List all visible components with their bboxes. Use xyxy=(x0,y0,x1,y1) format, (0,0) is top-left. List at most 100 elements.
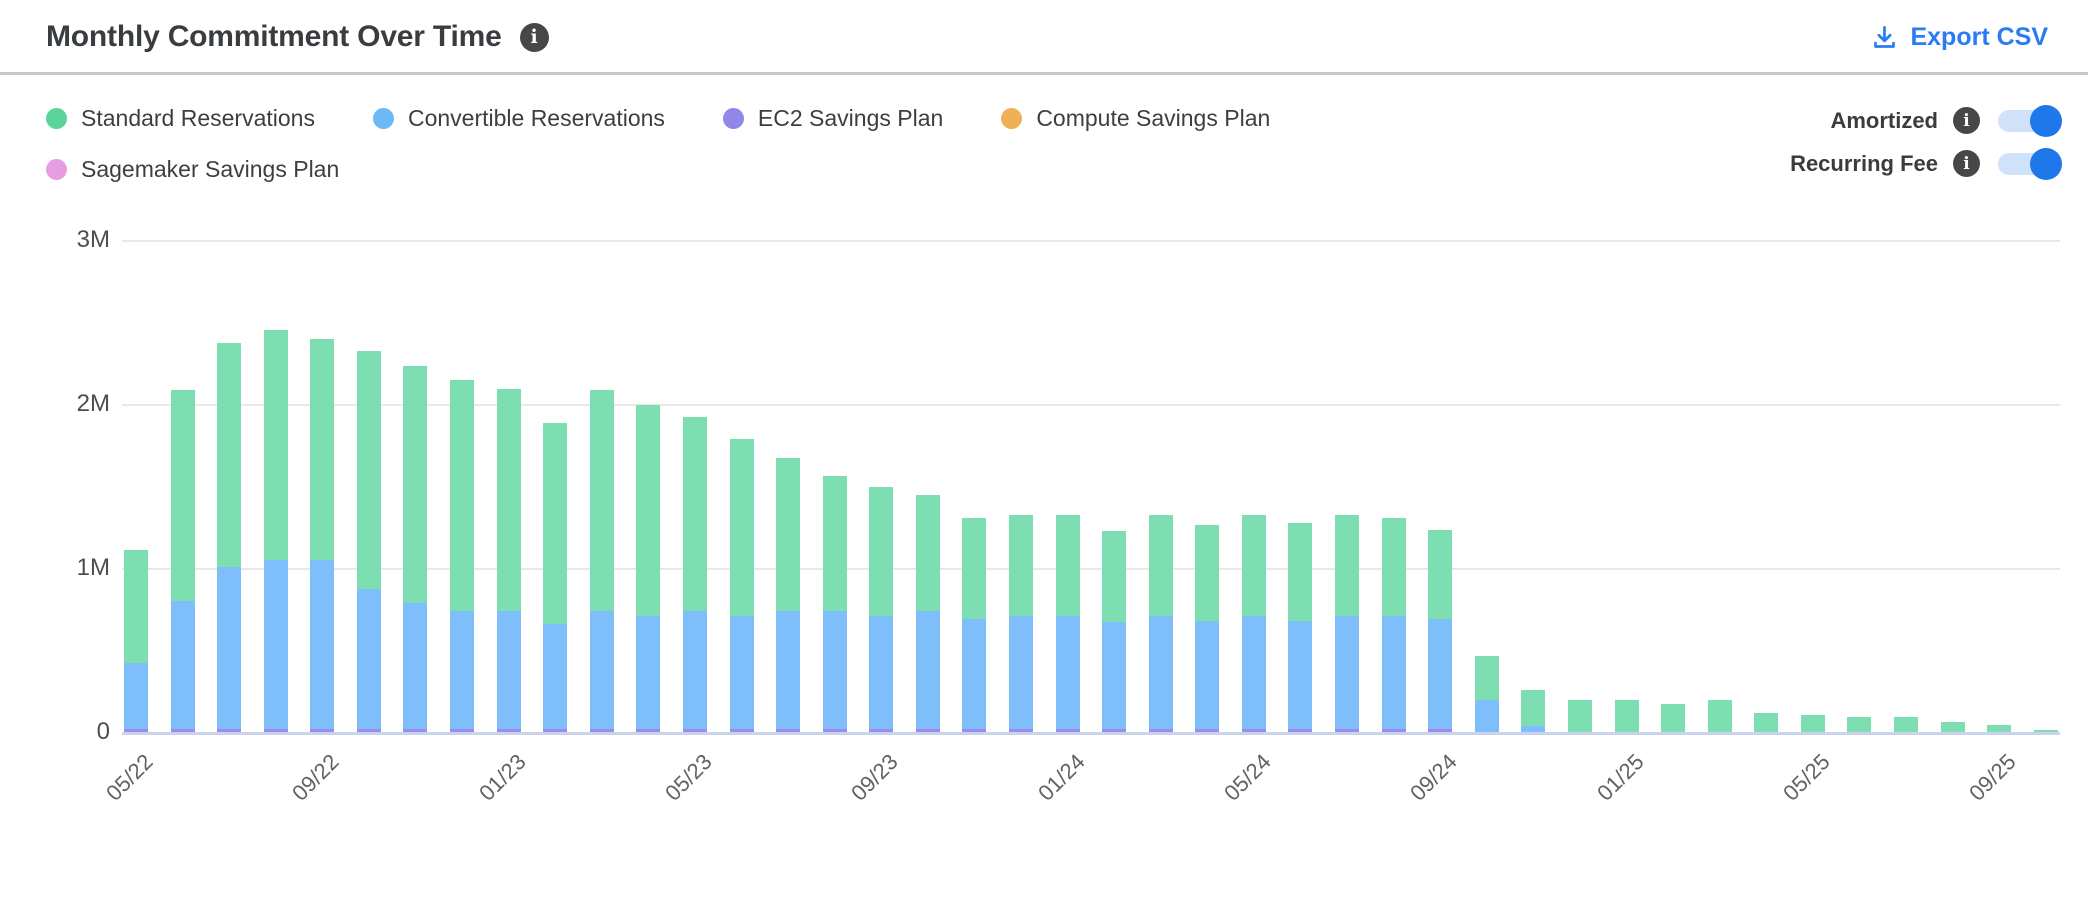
export-csv-button[interactable]: Export CSV xyxy=(1871,23,2048,52)
segment-standard-reservations[interactable] xyxy=(1288,523,1313,621)
segment-convertible-reservations[interactable] xyxy=(636,615,661,729)
bar-07/23[interactable] xyxy=(776,457,801,733)
segment-standard-reservations[interactable] xyxy=(450,380,475,611)
bar-11/24[interactable] xyxy=(1521,690,1546,733)
bar-10/24[interactable] xyxy=(1474,655,1499,733)
segment-standard-reservations[interactable] xyxy=(1335,514,1360,616)
segment-standard-reservations[interactable] xyxy=(1195,524,1220,621)
bar-10/22[interactable] xyxy=(356,350,381,733)
segment-convertible-reservations[interactable] xyxy=(1241,615,1266,729)
segment-ec2-savings-plan[interactable] xyxy=(1102,728,1127,733)
bar-06/23[interactable] xyxy=(729,439,754,733)
bar-01/23[interactable] xyxy=(496,388,521,733)
bar-10/23[interactable] xyxy=(915,495,940,733)
bar-12/22[interactable] xyxy=(450,380,475,733)
segment-convertible-reservations[interactable] xyxy=(869,615,894,729)
bar-02/25[interactable] xyxy=(1661,704,1686,733)
segment-ec2-savings-plan[interactable] xyxy=(217,728,242,733)
segment-ec2-savings-plan[interactable] xyxy=(356,728,381,733)
segment-standard-reservations[interactable] xyxy=(1521,690,1546,727)
segment-standard-reservations[interactable] xyxy=(1055,514,1080,616)
segment-ec2-savings-plan[interactable] xyxy=(170,728,195,733)
segment-ec2-savings-plan[interactable] xyxy=(1055,728,1080,733)
segment-standard-reservations[interactable] xyxy=(403,365,428,603)
segment-convertible-reservations[interactable] xyxy=(356,588,381,729)
bar-01/25[interactable] xyxy=(1614,700,1639,733)
segment-ec2-savings-plan[interactable] xyxy=(869,728,894,733)
segment-standard-reservations[interactable] xyxy=(822,475,847,611)
segment-ec2-savings-plan[interactable] xyxy=(1241,728,1266,733)
segment-ec2-savings-plan[interactable] xyxy=(310,728,335,733)
segment-standard-reservations[interactable] xyxy=(1987,724,2012,733)
segment-convertible-reservations[interactable] xyxy=(1195,620,1220,729)
bar-03/25[interactable] xyxy=(1707,700,1732,733)
segment-standard-reservations[interactable] xyxy=(636,405,661,616)
bar-03/23[interactable] xyxy=(589,390,614,733)
bar-06/24[interactable] xyxy=(1288,523,1313,733)
segment-standard-reservations[interactable] xyxy=(263,329,288,560)
segment-standard-reservations[interactable] xyxy=(1661,704,1686,733)
segment-convertible-reservations[interactable] xyxy=(1428,619,1453,729)
bar-05/22[interactable] xyxy=(124,550,148,733)
segment-convertible-reservations[interactable] xyxy=(496,610,521,729)
segment-ec2-savings-plan[interactable] xyxy=(776,728,801,733)
segment-standard-reservations[interactable] xyxy=(1754,713,1779,733)
segment-standard-reservations[interactable] xyxy=(1428,529,1453,620)
segment-ec2-savings-plan[interactable] xyxy=(1008,728,1033,733)
segment-standard-reservations[interactable] xyxy=(915,495,940,611)
segment-ec2-savings-plan[interactable] xyxy=(496,728,521,733)
segment-convertible-reservations[interactable] xyxy=(403,602,428,729)
segment-ec2-savings-plan[interactable] xyxy=(403,728,428,733)
bar-09/24[interactable] xyxy=(1428,529,1453,733)
bar-11/22[interactable] xyxy=(403,365,428,733)
segment-convertible-reservations[interactable] xyxy=(1008,615,1033,729)
segment-standard-reservations[interactable] xyxy=(356,350,381,589)
bar-03/24[interactable] xyxy=(1148,514,1173,733)
segment-convertible-reservations[interactable] xyxy=(962,619,987,729)
bar-04/24[interactable] xyxy=(1195,524,1220,733)
legend-item-sagemaker-savings-plan[interactable]: Sagemaker Savings Plan xyxy=(46,156,339,183)
segment-standard-reservations[interactable] xyxy=(1567,700,1592,733)
bar-04/23[interactable] xyxy=(636,405,661,733)
bar-08/23[interactable] xyxy=(822,475,847,733)
segment-standard-reservations[interactable] xyxy=(682,416,707,611)
segment-standard-reservations[interactable] xyxy=(1847,717,1872,733)
bar-12/23[interactable] xyxy=(1008,514,1033,733)
segment-standard-reservations[interactable] xyxy=(496,388,521,611)
segment-standard-reservations[interactable] xyxy=(124,550,148,664)
segment-standard-reservations[interactable] xyxy=(776,457,801,611)
segment-convertible-reservations[interactable] xyxy=(170,601,195,729)
segment-standard-reservations[interactable] xyxy=(729,439,754,616)
segment-ec2-savings-plan[interactable] xyxy=(1335,728,1360,733)
segment-convertible-reservations[interactable] xyxy=(589,610,614,729)
legend-item-ec2-savings-plan[interactable]: EC2 Savings Plan xyxy=(722,105,943,132)
segment-standard-reservations[interactable] xyxy=(869,487,894,616)
segment-ec2-savings-plan[interactable] xyxy=(124,728,148,733)
segment-ec2-savings-plan[interactable] xyxy=(450,728,475,733)
bar-07/25[interactable] xyxy=(1893,716,1918,733)
segment-standard-reservations[interactable] xyxy=(962,518,987,620)
segment-ec2-savings-plan[interactable] xyxy=(1381,728,1406,733)
segment-ec2-savings-plan[interactable] xyxy=(962,728,987,733)
bar-08/25[interactable] xyxy=(1940,721,1965,733)
segment-standard-reservations[interactable] xyxy=(217,342,242,567)
segment-convertible-reservations[interactable] xyxy=(543,623,568,729)
bar-12/24[interactable] xyxy=(1567,700,1592,733)
bar-10/25[interactable] xyxy=(2033,729,2058,733)
info-icon[interactable]: i xyxy=(1953,107,1980,134)
bar-02/23[interactable] xyxy=(543,423,568,733)
segment-standard-reservations[interactable] xyxy=(1474,655,1499,701)
segment-convertible-reservations[interactable] xyxy=(1335,615,1360,729)
segment-ec2-savings-plan[interactable] xyxy=(1428,728,1453,733)
bar-09/25[interactable] xyxy=(1987,724,2012,733)
bar-08/22[interactable] xyxy=(263,329,288,733)
segment-ec2-savings-plan[interactable] xyxy=(636,728,661,733)
segment-standard-reservations[interactable] xyxy=(1381,518,1406,616)
segment-convertible-reservations[interactable] xyxy=(682,610,707,729)
bar-07/24[interactable] xyxy=(1335,514,1360,733)
segment-ec2-savings-plan[interactable] xyxy=(915,728,940,733)
segment-standard-reservations[interactable] xyxy=(170,390,195,601)
bar-06/22[interactable] xyxy=(170,390,195,733)
bar-04/25[interactable] xyxy=(1754,713,1779,733)
bar-09/22[interactable] xyxy=(310,339,335,733)
